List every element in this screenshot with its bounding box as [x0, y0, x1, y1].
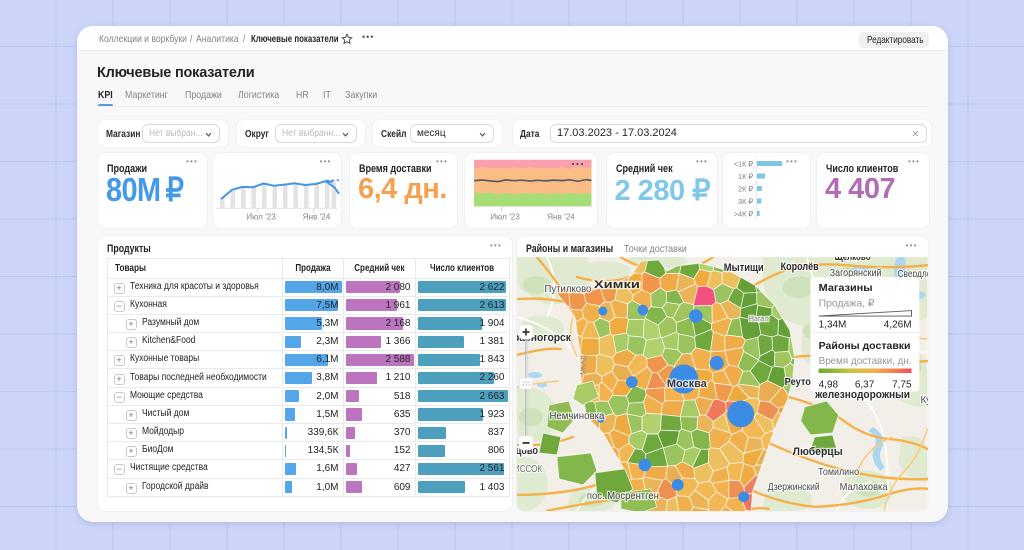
svg-text:>4К ₽: >4К ₽: [734, 209, 754, 218]
svg-text:Щёлково: Щёлково: [835, 257, 871, 263]
svg-text:железнодорожный: железнодорожный: [814, 389, 910, 401]
svg-text:пос. Мосрентген: пос. Мосрентген: [587, 491, 659, 502]
svg-text:Продажа, ₽: Продажа, ₽: [819, 299, 876, 310]
svg-text:Июл '23: Июл '23: [491, 212, 521, 221]
svg-text:3К ₽: 3К ₽: [738, 197, 753, 206]
svg-text:Реутов: Реутов: [785, 377, 817, 388]
svg-text:Реутов: Реутов: [785, 377, 817, 388]
svg-text:Москва: Москва: [667, 378, 708, 390]
svg-text:Янв '24: Янв '24: [302, 212, 330, 221]
svg-text:Химки: Химки: [594, 279, 640, 291]
svg-text:Нагал: Нагал: [749, 316, 769, 323]
svg-text:2К ₽: 2К ₽: [738, 184, 753, 193]
svg-text:Малаховка: Малаховка: [840, 482, 888, 493]
svg-text:Дзержинский: Дзержинский: [768, 482, 820, 493]
svg-text:Свердло: Свердло: [898, 269, 928, 280]
svg-text:Магазины: Магазины: [819, 283, 873, 294]
svg-text:Химки: Химки: [594, 279, 640, 291]
svg-text:МКАД: МКАД: [580, 355, 588, 375]
svg-text:Янв '24: Янв '24: [547, 212, 575, 221]
svg-text:Куп: Куп: [921, 395, 928, 406]
svg-text:пос. Мосрентген: пос. Мосрентген: [587, 491, 659, 502]
svg-text:4,98: 4,98: [819, 379, 839, 390]
svg-text:1К ₽: 1К ₽: [738, 172, 753, 181]
svg-text:Мытищи: Мытищи: [724, 262, 764, 274]
svg-text:4,26М: 4,26М: [884, 320, 912, 331]
svg-text:Королёв: Королёв: [781, 261, 819, 273]
svg-text:Июл '23: Июл '23: [246, 212, 276, 221]
svg-text:Куп: Куп: [921, 395, 928, 406]
svg-text:6,37: 6,37: [855, 379, 875, 390]
svg-text:Загорянский: Загорянский: [830, 268, 882, 279]
svg-text:ИССОК: ИССОК: [517, 464, 542, 475]
svg-text:Томилино: Томилино: [818, 467, 859, 478]
svg-text:1,34М: 1,34М: [819, 320, 847, 331]
svg-text:Люберцы: Люберцы: [793, 446, 843, 458]
svg-text:Немчиновка: Немчиновка: [549, 411, 604, 422]
svg-text:7,75: 7,75: [892, 379, 912, 390]
svg-text:Москва: Москва: [667, 378, 708, 390]
svg-text:Томилино: Томилино: [818, 467, 859, 478]
svg-text:Загорянский: Загорянский: [830, 268, 882, 279]
svg-text:Дзержинский: Дзержинский: [768, 482, 820, 493]
svg-text:Королёв: Королёв: [781, 261, 819, 273]
svg-text:Люберцы: Люберцы: [793, 446, 843, 458]
svg-text:Время доставки, дн.: Время доставки, дн.: [819, 356, 912, 367]
svg-text:<1К ₽: <1К ₽: [734, 159, 754, 168]
svg-text:Районы доставки: Районы доставки: [819, 341, 911, 352]
svg-text:Путилково: Путилково: [544, 284, 591, 295]
svg-text:Путилково: Путилково: [544, 284, 591, 295]
svg-text:Нагал: Нагал: [749, 316, 769, 323]
svg-text:ИССОК: ИССОК: [517, 464, 542, 475]
svg-text:Малаховка: Малаховка: [840, 482, 888, 493]
svg-text:Щёлково: Щёлково: [835, 257, 871, 263]
svg-text:Немчиновка: Немчиновка: [549, 411, 604, 422]
svg-text:Мытищи: Мытищи: [724, 262, 764, 274]
